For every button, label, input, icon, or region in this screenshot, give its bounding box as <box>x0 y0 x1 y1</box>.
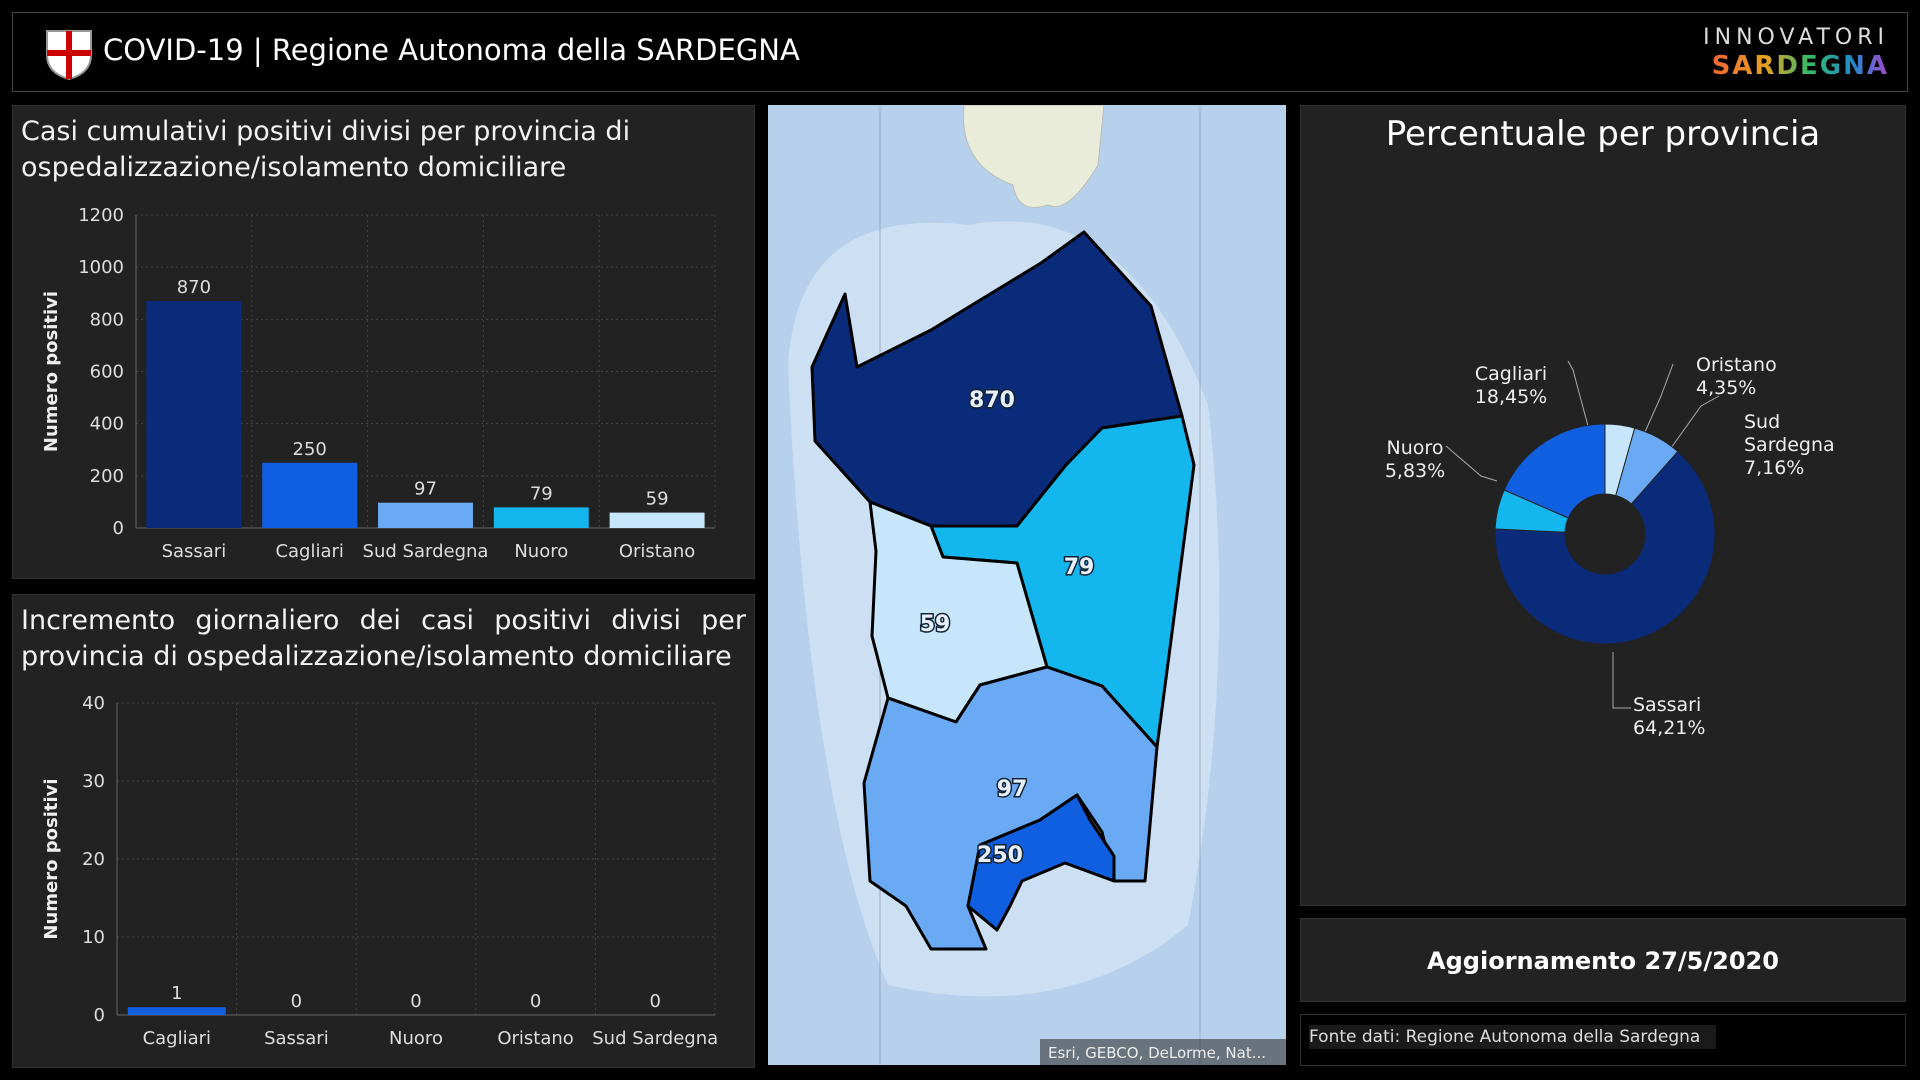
x-tick-label: Cagliari <box>275 541 343 562</box>
value-label: 79 <box>530 483 553 504</box>
pie-label-name: Sud Sardegna <box>1744 411 1835 456</box>
bar <box>378 502 473 528</box>
panel-title: Casi cumulativi positivi divisi per prov… <box>21 116 631 183</box>
update: Aggiornamento 27/5/2020 <box>1427 947 1779 975</box>
source: Fonte dati: Regione Autonoma della Sarde… <box>1309 1025 1717 1049</box>
map-label: 250 <box>977 843 1023 868</box>
brand-bottom: SARDEGNA <box>1711 51 1889 81</box>
value-label: 0 <box>649 991 660 1012</box>
x-tick-label: Nuoro <box>514 541 568 562</box>
y-tick-label: 10 <box>82 927 105 948</box>
logo <box>46 30 92 81</box>
pie-panel: Percentuale per provincia Oristano 4,35% S… <box>1300 105 1906 906</box>
y-tick-label: 200 <box>90 466 124 487</box>
x-tick-label: Sud Sardegna <box>592 1028 718 1049</box>
pie-label-value: 18,45% <box>1474 386 1548 408</box>
brand-top: INNOVATORI <box>1703 25 1889 50</box>
header: COVID-19 | Regione Autonoma della SARDEG… <box>12 12 1908 92</box>
x-tick-label: Sassari <box>264 1028 329 1049</box>
bar <box>146 301 242 528</box>
y-tick-label: 400 <box>90 414 124 435</box>
corsica <box>962 104 1105 208</box>
pie-label: Nuoro 5,83% <box>1355 437 1475 483</box>
pie-label: Sud Sardegna 7,16% <box>1744 411 1854 480</box>
bar-panel: Casi cumulativi positivi divisi per prov… <box>12 105 755 579</box>
pie-label-name: Cagliari <box>1474 363 1548 385</box>
x-tick-label: Oristano <box>497 1028 573 1049</box>
value-label: 59 <box>646 489 669 510</box>
pie-label: Sassari 64,21% <box>1633 694 1753 740</box>
bar-chart: 0 10 20 30 40 Numero positivi 1 Cagliari 0 Sassar… <box>41 693 718 1049</box>
pie-label-value: 64,21% <box>1633 717 1706 739</box>
pie-label-name: Sassari <box>1633 694 1702 716</box>
map-label: 97 <box>997 777 1028 802</box>
map: 870 79 59 97 250 Esri, GEBCO, DeLorme, N… <box>768 104 1286 1065</box>
x-tick-label: Sud Sardegna <box>363 541 489 562</box>
map-label: 870 <box>969 388 1015 413</box>
y-tick-label: 1000 <box>78 257 124 278</box>
pie-label: Oristano 4,35% <box>1696 354 1816 400</box>
y-tick-label: 1200 <box>78 205 124 226</box>
x-tick-label: Oristano <box>619 541 695 562</box>
pie-label-value: 4,35% <box>1696 377 1757 399</box>
value-label: 0 <box>291 991 302 1012</box>
leader-lines <box>1445 360 1720 709</box>
update-box: Aggiornamento 27/5/2020 <box>1300 918 1906 1002</box>
bar <box>262 462 358 528</box>
value-label: 870 <box>177 277 211 298</box>
value-label: 0 <box>530 991 541 1012</box>
provinces <box>810 230 1196 951</box>
map-label: 79 <box>1064 555 1095 580</box>
y-tick-label: 30 <box>82 771 105 792</box>
x-tick-label: Nuoro <box>389 1028 443 1049</box>
bar <box>493 507 589 528</box>
header-title: COVID-19 | Regione Autonoma della SARDEG… <box>103 33 800 67</box>
y-tick-label: 0 <box>94 1005 105 1026</box>
x-tick-label: Sassari <box>162 541 227 562</box>
map-panel: 870 79 59 97 250 Esri, GEBCO, DeLorme, N… <box>768 104 1286 1065</box>
pie-slice <box>1494 450 1716 645</box>
map-label: 59 <box>920 612 951 637</box>
bar-chart: 0 200 400 600 800 1000 1200 Numero positivi 870 S… <box>41 205 716 562</box>
value-label: 97 <box>414 479 437 500</box>
pie-label-value: 5,83% <box>1384 460 1446 482</box>
y-axis-label: Numero positivi <box>41 291 62 452</box>
attribution: Esri, GEBCO, DeLorme, Nat... <box>1048 1044 1266 1062</box>
pie-label-name: Nuoro <box>1386 437 1444 459</box>
pie-label: Cagliari 18,45% <box>1451 363 1571 409</box>
pie-label-name: Oristano <box>1696 354 1777 376</box>
bar-panel: Incremento giornaliero dei casi positivi… <box>12 594 755 1068</box>
pie-label-value: 7,16% <box>1744 457 1805 479</box>
region <box>966 793 1116 932</box>
pie-slice <box>1503 423 1606 519</box>
value-label: 0 <box>410 991 421 1012</box>
panel-title: Incremento giornaliero dei casi positivi… <box>21 605 746 672</box>
source-box: Fonte dati: Regione Autonoma della Sarde… <box>1300 1014 1906 1066</box>
panel-title: Percentuale per provincia <box>1385 114 1821 154</box>
y-tick-label: 600 <box>90 362 124 383</box>
y-tick-label: 0 <box>113 518 124 539</box>
bar <box>127 1007 226 1015</box>
y-tick-label: 40 <box>82 693 105 714</box>
pie-chart <box>1445 360 1720 709</box>
y-tick-label: 800 <box>90 309 124 330</box>
y-tick-label: 20 <box>82 849 105 870</box>
x-tick-label: Cagliari <box>143 1028 211 1049</box>
value-label: 1 <box>171 983 182 1004</box>
bar <box>609 512 705 528</box>
y-axis-label: Numero positivi <box>41 778 62 939</box>
value-label: 250 <box>293 439 327 460</box>
attribution-bg <box>1040 1039 1286 1065</box>
